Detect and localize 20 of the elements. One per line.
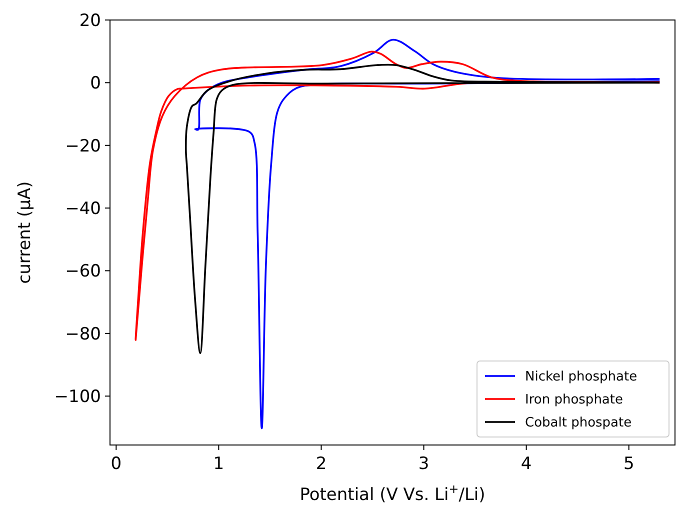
x-tick-label: 1 bbox=[213, 454, 224, 474]
y-tick-label: −100 bbox=[54, 387, 101, 408]
line-series bbox=[184, 64, 661, 354]
y-axis-title: current (μA) bbox=[15, 181, 35, 284]
line-series bbox=[134, 50, 661, 341]
x-tick-label: 0 bbox=[110, 454, 122, 474]
y-tick-label: −60 bbox=[65, 262, 101, 282]
x-axis-title: Potential (V Vs. Li$^{+}$/Li) bbox=[300, 482, 486, 505]
y-tick-label: −80 bbox=[65, 324, 101, 344]
x-tick-label: 3 bbox=[418, 454, 430, 474]
legend-label: Nickel phosphate bbox=[525, 370, 638, 385]
y-tick-label: 0 bbox=[90, 74, 101, 94]
legend-label: Iron phosphate bbox=[525, 392, 623, 408]
legend-label: Cobalt phospate bbox=[525, 416, 632, 431]
y-tick-label: −40 bbox=[65, 199, 101, 220]
x-tick-label: 5 bbox=[623, 454, 634, 474]
x-tick-label: 2 bbox=[316, 454, 327, 474]
y-tick-label: −20 bbox=[65, 136, 101, 156]
x-tick-label: 4 bbox=[520, 454, 532, 474]
y-tick-label: 20 bbox=[79, 10, 101, 31]
